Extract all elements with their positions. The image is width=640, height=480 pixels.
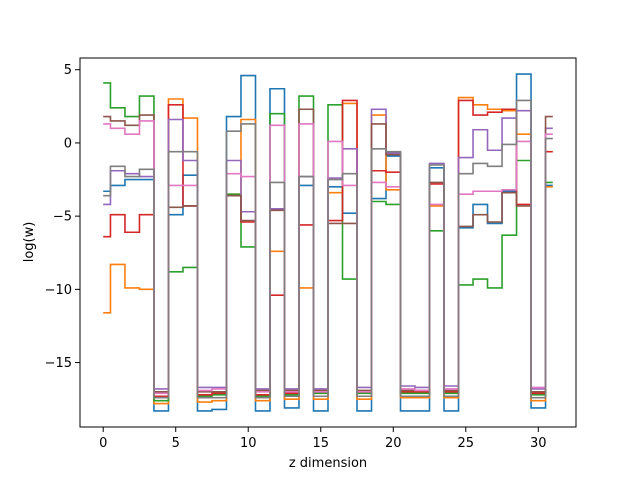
y-axis-ticks: 5 0 −5 −10 −15	[45, 63, 80, 371]
y-tick-label: −15	[45, 356, 72, 371]
series-line-8	[103, 99, 553, 399]
x-tick-label: 25	[458, 436, 475, 451]
y-tick-label: −10	[45, 283, 72, 298]
x-tick-label: 15	[312, 436, 329, 451]
y-tick-label: −5	[53, 210, 72, 225]
x-tick-label: 10	[240, 436, 257, 451]
y-tick-label: 5	[64, 63, 72, 78]
x-tick-label: 0	[99, 436, 107, 451]
y-axis-label: log(w)	[22, 222, 37, 263]
series-line-2	[103, 96, 553, 405]
x-axis-label: z dimension	[289, 456, 367, 471]
x-axis-ticks: 0 5 10 15 20 25 30	[99, 427, 547, 451]
x-tick-label: 5	[172, 436, 180, 451]
y-tick-label: 0	[64, 136, 72, 151]
x-tick-label: 30	[530, 436, 547, 451]
series-layer	[103, 73, 553, 412]
plot-area-frame	[79, 57, 577, 428]
x-tick-label: 20	[385, 436, 402, 451]
